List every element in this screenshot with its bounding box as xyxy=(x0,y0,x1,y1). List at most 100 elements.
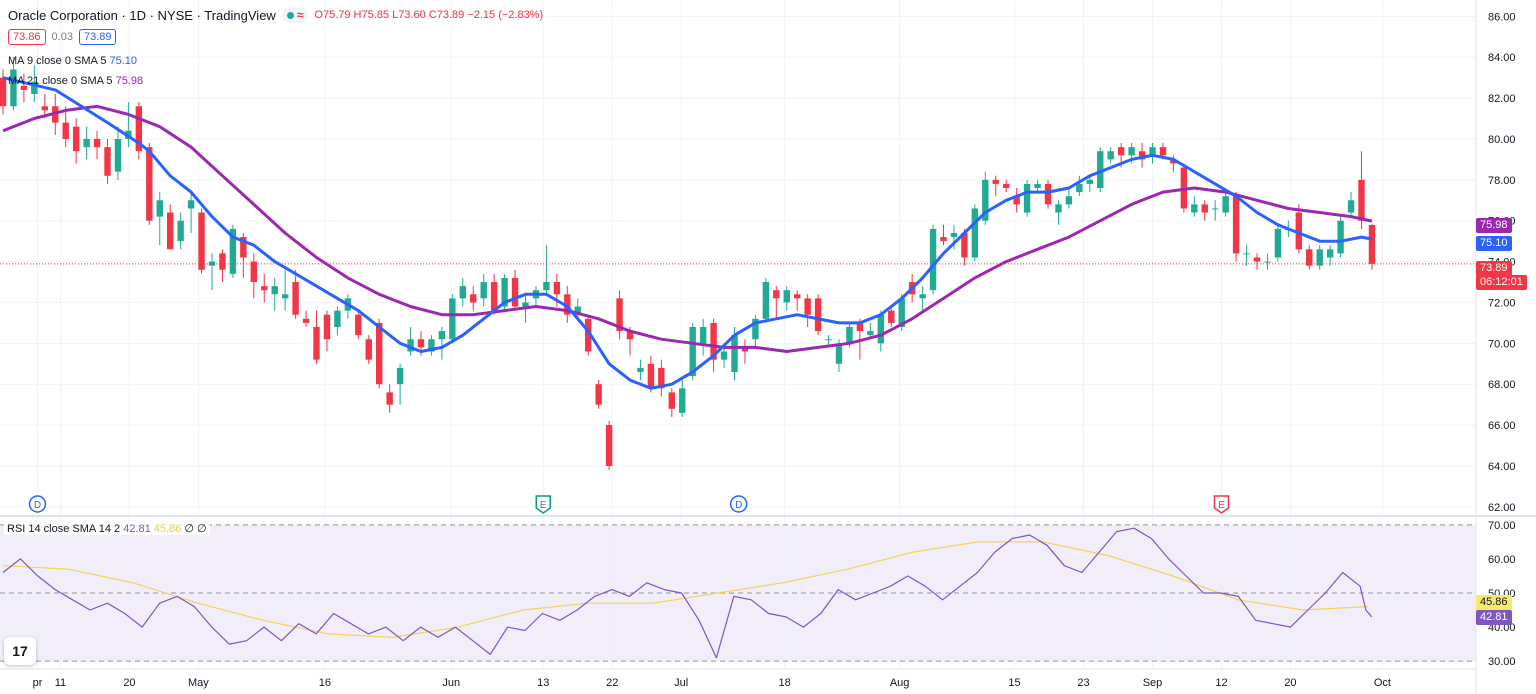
time-axis-tick: 11 xyxy=(55,677,66,689)
candle-body xyxy=(605,425,613,466)
time-axis-tick: Jul xyxy=(674,677,688,689)
candle-body xyxy=(574,306,581,315)
candle-body xyxy=(1013,196,1020,205)
price-axis-tick: 78.00 xyxy=(1488,175,1516,187)
candle-body xyxy=(553,282,561,295)
market-open-dot-icon xyxy=(286,11,294,19)
rsi-legend[interactable]: RSI 14 close SMA 14 2 42.81 45.86 ∅ ∅ xyxy=(4,522,210,535)
ma9-price-tag: 75.10 xyxy=(1476,236,1512,251)
event-marker-letter: E xyxy=(540,500,547,511)
rsi-axis-tick: 40.00 xyxy=(1488,622,1516,634)
candle-body xyxy=(731,335,738,372)
candle-body xyxy=(1086,179,1093,184)
ma9-legend[interactable]: MA 9 close 0 SMA 5 75.10 xyxy=(8,55,137,67)
candle-body xyxy=(898,298,905,327)
candle-body xyxy=(679,388,686,413)
price-axis-tick: 82.00 xyxy=(1488,93,1516,105)
symbol-title[interactable]: Oracle Corporation · 1D · NYSE · Trading… xyxy=(8,7,276,23)
rsi-axis-tick: 30.00 xyxy=(1488,656,1516,668)
candle-body xyxy=(208,261,216,266)
candle-body xyxy=(31,81,38,95)
candle-body xyxy=(762,282,770,319)
candle-body xyxy=(167,212,174,250)
candle-body xyxy=(313,326,320,360)
symbol-header: Oracle Corporation · 1D · NYSE · Trading… xyxy=(8,7,543,23)
candle-body xyxy=(501,277,508,307)
candle-body xyxy=(187,200,195,209)
buy-price-button[interactable]: 73.89 xyxy=(78,29,117,45)
bid-ask-panel: 73.86 0.03 73.89 xyxy=(8,29,117,45)
candle-body xyxy=(992,179,999,184)
candle-body xyxy=(564,294,571,315)
event-marker-letter: E xyxy=(1218,500,1225,511)
ma21-line xyxy=(2,104,1373,353)
sell-price-button[interactable]: 73.86 xyxy=(8,29,46,45)
candle-body xyxy=(104,147,111,176)
time-axis-tick: 18 xyxy=(779,677,791,689)
candle-body xyxy=(1138,151,1146,160)
candle-body xyxy=(522,302,529,307)
candle-body xyxy=(511,277,519,307)
event-marker-letter: D xyxy=(34,500,41,511)
approx-icon: ≈ xyxy=(296,8,304,22)
candle-body xyxy=(950,232,958,238)
candle-body xyxy=(1347,200,1355,213)
candle-body xyxy=(543,282,550,291)
ma21-legend[interactable]: MA 21 close 0 SMA 5 75.98 xyxy=(8,75,143,87)
candle-body xyxy=(929,228,937,291)
candle-body xyxy=(1170,159,1177,164)
candle-body xyxy=(856,322,864,332)
candle-body xyxy=(10,69,17,107)
candle-body xyxy=(699,326,707,344)
dividend-marker xyxy=(28,495,47,513)
candle-body xyxy=(982,179,989,221)
candle-body xyxy=(1149,147,1156,156)
candle-body xyxy=(41,106,48,111)
candle-body xyxy=(794,294,801,299)
candle-body xyxy=(470,294,477,303)
candle-body xyxy=(386,392,393,405)
time-axis-tick: Sep xyxy=(1143,677,1163,689)
rsi-axis-tick: 60.00 xyxy=(1488,554,1516,566)
candle-body xyxy=(1253,257,1261,262)
price-axis-tick: 84.00 xyxy=(1488,52,1516,64)
candle-body xyxy=(1326,249,1334,258)
candle-body xyxy=(814,298,822,332)
tradingview-logo-icon[interactable]: 17 xyxy=(4,637,36,665)
candle-body xyxy=(1243,253,1250,255)
candle-body xyxy=(480,282,487,299)
candle-body xyxy=(804,298,811,315)
candle-body xyxy=(1306,249,1313,266)
rsi-legend-label: RSI 14 close SMA 14 2 xyxy=(7,523,121,535)
candle-body xyxy=(365,339,372,360)
bar-countdown-tag: 06:12:01 xyxy=(1476,275,1527,290)
price-axis-tick: 86.00 xyxy=(1488,11,1516,23)
ma9-line xyxy=(2,76,1373,390)
candle-body xyxy=(1055,204,1062,213)
candle-body xyxy=(281,294,289,299)
time-axis-tick: 15 xyxy=(1008,677,1020,689)
candle-body xyxy=(271,286,278,295)
candle-body xyxy=(867,331,874,336)
market-status-badge[interactable]: ≈ xyxy=(281,7,309,23)
time-axis-tick: pr xyxy=(33,677,43,689)
candle-body xyxy=(846,326,853,344)
candle-body xyxy=(261,286,268,291)
candle-body xyxy=(156,200,163,217)
candle-body xyxy=(1264,261,1271,263)
candle-body xyxy=(1316,249,1323,266)
candle-body xyxy=(62,122,69,139)
candle-body xyxy=(1117,147,1125,156)
candle-body xyxy=(334,310,341,327)
candle-body xyxy=(438,331,446,340)
candle-body xyxy=(940,237,947,242)
candle-body xyxy=(1337,220,1344,254)
candle-body xyxy=(1023,183,1031,213)
candle-body xyxy=(741,347,749,352)
candle-body xyxy=(1128,147,1135,156)
candle-body xyxy=(710,322,717,360)
ma21-legend-value: 75.98 xyxy=(115,75,144,87)
candle-body xyxy=(114,138,122,172)
candle-body xyxy=(0,77,7,107)
